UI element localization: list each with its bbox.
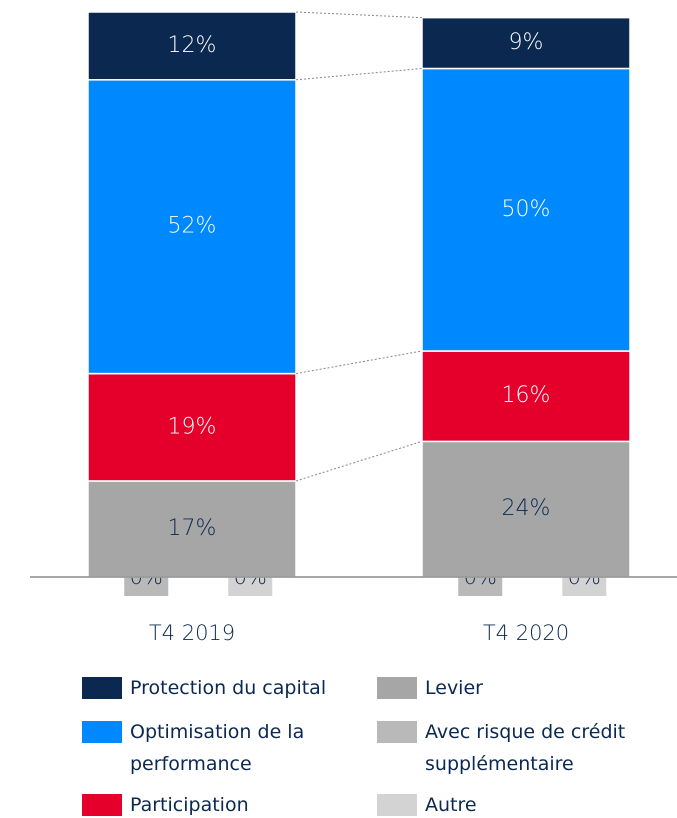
legend-item: Optimisation de la performance — [82, 716, 350, 780]
legend-label: Optimisation de la performance — [130, 721, 305, 775]
legend-swatch — [377, 677, 417, 699]
connector — [295, 350, 423, 375]
connector — [295, 440, 423, 482]
data-label: 52% — [168, 214, 217, 239]
legend-item: Protection du capital — [82, 672, 350, 704]
x-tick-label: T4 2020 — [483, 621, 569, 645]
data-label: 17% — [168, 516, 217, 541]
connector — [295, 11, 423, 19]
legend-item: Participation — [82, 789, 350, 818]
data-label: 50% — [502, 197, 551, 222]
bar-segment — [421, 67, 631, 352]
bar-segment — [87, 11, 297, 81]
legend-item: Levier — [377, 672, 645, 704]
legend-swatch — [377, 721, 417, 743]
legend-label: Participation — [130, 794, 249, 816]
bar-segment — [87, 480, 297, 578]
legend-label: Levier — [425, 677, 483, 699]
data-label: 16% — [502, 383, 551, 408]
legend-label: Autre — [425, 794, 477, 816]
legend-item: Autre — [377, 789, 645, 818]
bar-segment — [421, 440, 631, 578]
legend-label: Avec risque de crédit supplémentaire — [425, 721, 626, 775]
bar-segment — [87, 372, 297, 482]
legend-swatch — [82, 677, 122, 699]
data-label: 12% — [168, 33, 217, 58]
connector — [295, 68, 423, 81]
data-label: 24% — [502, 496, 551, 521]
legend-swatch — [82, 794, 122, 816]
legend-item: Avec risque de crédit supplémentaire — [377, 716, 645, 780]
x-tick-label: T4 2019 — [149, 621, 235, 645]
data-label: 19% — [168, 414, 217, 439]
legend-label: Protection du capital — [130, 677, 327, 699]
legend-swatch — [82, 721, 122, 743]
data-label: 9% — [509, 30, 544, 55]
bar-segment — [421, 350, 631, 443]
legend-swatch — [377, 794, 417, 816]
bar-segment — [421, 16, 631, 70]
